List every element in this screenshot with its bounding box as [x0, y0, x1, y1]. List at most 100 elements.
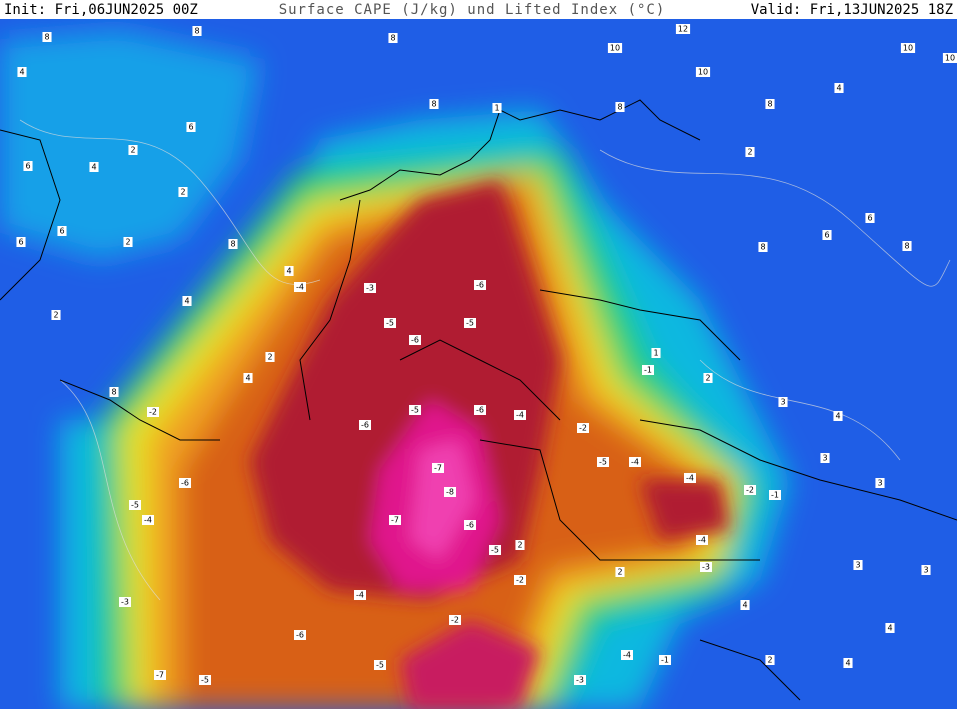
contour-label-text: 3 [877, 479, 882, 488]
contour-label-text: 6 [59, 227, 64, 236]
contour-label-text: 6 [188, 123, 193, 132]
contour-label-text: -4 [296, 283, 304, 292]
contour-label: -1 [769, 490, 781, 500]
contour-label-box [199, 675, 211, 685]
contour-label: -6 [474, 280, 486, 290]
contour-label: -5 [129, 500, 141, 510]
contour-label-box [696, 535, 708, 545]
contour-label-box [142, 515, 154, 525]
contour-label: -4 [621, 650, 633, 660]
contour-label-box [684, 473, 696, 483]
contour-label-box [615, 567, 625, 577]
contour-label-text: 4 [19, 68, 24, 77]
contour-label: -5 [489, 545, 501, 555]
contour-label-box [23, 161, 33, 171]
contour-label-text: -3 [366, 284, 374, 293]
contour-label-text: -6 [466, 521, 474, 530]
contour-label: 4 [17, 67, 27, 77]
contour-label: 4 [243, 373, 253, 383]
contour-label-box [354, 590, 366, 600]
contour-label-text: -3 [702, 563, 710, 572]
contour-label-text: -6 [181, 479, 189, 488]
contour-label: 3 [820, 453, 830, 463]
contour-label: 6 [822, 230, 832, 240]
contour-label: 8 [192, 26, 202, 36]
contour-label-box [597, 457, 609, 467]
contour-label-text: 6 [25, 162, 30, 171]
contour-label: -3 [700, 562, 712, 572]
contour-label-box [900, 43, 916, 53]
contour-label: -2 [577, 423, 589, 433]
contour-label-box [765, 655, 775, 665]
contour-label-text: 4 [286, 267, 291, 276]
contour-label: 4 [885, 623, 895, 633]
contour-label-box [833, 411, 843, 421]
contour-label-box [629, 457, 641, 467]
contour-label-text: -3 [121, 598, 129, 607]
contour-label-box [834, 83, 844, 93]
contour-label-box [921, 565, 931, 575]
contour-label: -6 [294, 630, 306, 640]
contour-label-box [700, 562, 712, 572]
contour-label-box [129, 500, 141, 510]
contour-label: 10 [942, 53, 957, 63]
contour-label-box [388, 33, 398, 43]
contour-label-box [294, 630, 306, 640]
contour-label-box [228, 239, 238, 249]
contour-label: 12 [675, 24, 691, 34]
contour-label: -6 [474, 405, 486, 415]
contour-label-text: 4 [887, 624, 892, 633]
contour-label: 8 [765, 99, 775, 109]
contour-label-box [615, 102, 625, 112]
contour-label-text: -2 [746, 486, 754, 495]
contour-label: 4 [89, 162, 99, 172]
contour-label-text: -6 [476, 406, 484, 415]
contour-label-box [16, 237, 26, 247]
contour-label-box [359, 420, 371, 430]
contour-label-text: -5 [201, 676, 209, 685]
contour-label-box [853, 560, 863, 570]
contour-label: -4 [684, 473, 696, 483]
contour-label-box [449, 615, 461, 625]
contour-label: 2 [515, 540, 525, 550]
contour-label-text: 6 [867, 214, 872, 223]
contour-label: 4 [182, 296, 192, 306]
contour-label-box [765, 99, 775, 109]
contour-label: 8 [42, 32, 52, 42]
contour-label: 8 [109, 387, 119, 397]
contour-label-box [577, 423, 589, 433]
contour-label-text: 2 [705, 374, 710, 383]
map-title: Surface CAPE (J/kg) und Lifted Index (°C… [279, 2, 666, 18]
contour-label-text: -2 [149, 408, 157, 417]
contour-label: 10 [695, 67, 711, 77]
contour-label: -4 [354, 590, 366, 600]
contour-label-box [515, 540, 525, 550]
contour-label: -5 [597, 457, 609, 467]
contour-label: -4 [294, 282, 306, 292]
contour-label: -1 [659, 655, 671, 665]
contour-label: -4 [696, 535, 708, 545]
contour-label-text: -7 [156, 671, 164, 680]
contour-label: -2 [449, 615, 461, 625]
contour-label-box [474, 280, 486, 290]
contour-label: -4 [142, 515, 154, 525]
contour-label: 4 [834, 83, 844, 93]
header-bar [0, 0, 957, 19]
contour-label: 8 [902, 241, 912, 251]
contour-label-box [745, 147, 755, 157]
contour-label-text: 6 [824, 231, 829, 240]
contour-label: 2 [123, 237, 133, 247]
contour-label-text: 6 [18, 238, 23, 247]
contour-label: -5 [464, 318, 476, 328]
contour-label-text: -5 [376, 661, 384, 670]
contour-label-text: 4 [835, 412, 840, 421]
contour-label-text: 2 [767, 656, 772, 665]
contour-label: 8 [228, 239, 238, 249]
contour-label: 3 [778, 397, 788, 407]
contour-label: 4 [843, 658, 853, 668]
contour-label-box [675, 24, 691, 34]
contour-label: 2 [51, 310, 61, 320]
contour-label-box [621, 650, 633, 660]
